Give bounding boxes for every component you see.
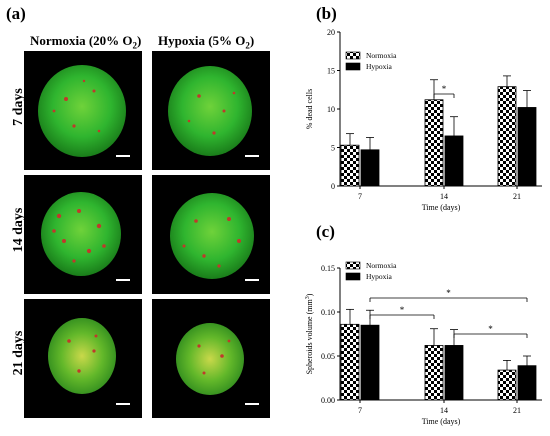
image-hypoxia-14-days [152,175,270,294]
chart-dead-cells: 0 5 10 15 20 % dead cells Time (days) 7 14 21 Norm… [305,28,542,212]
column-header-normoxia: Normoxia (20% O2) [30,33,142,51]
image-normoxia-7-days [24,51,142,170]
panel-a-letter: (a) [6,4,26,23]
y-tick-label: 20 [327,28,335,37]
image-hypoxia-21-days [152,299,270,418]
panel-c-letter: (c) [316,222,335,241]
y-tick-label: 0.05 [321,352,335,361]
image-hypoxia-7-days [152,51,270,170]
legend-label-normoxia: Normoxia [366,261,397,270]
bar-normoxia-14 [424,345,444,401]
x-tick-label: 14 [440,406,448,415]
microscopy-grid [24,51,270,418]
y-tick-label: 5 [331,144,335,153]
x-tick-label: 21 [513,406,521,415]
bar-normoxia-7 [340,144,360,187]
y-tick-label: 15 [327,67,335,76]
x-tick-label: 7 [358,192,362,201]
y-axis-label: Spheroids volume (mm3) [305,293,314,374]
bar-hypoxia-21 [517,107,537,187]
bar-normoxia-14 [424,99,444,187]
x-axis-label: Time (days) [422,203,461,212]
y-tick-label: 0.00 [321,396,335,405]
y-tick-label: 0.10 [321,308,335,317]
legend-swatch-hypoxia [345,62,361,71]
panel-b-letter: (b) [316,4,337,23]
image-normoxia-21-days [24,299,142,418]
significance-star: * [442,84,447,94]
legend-label-hypoxia: Hypoxia [366,62,393,71]
column-header-hypoxia: Hypoxia (5% O2) [158,33,255,51]
bar-hypoxia-14 [444,345,464,401]
significance-star: * [400,305,405,315]
chart-spheroid-volume: 0.00 0.05 0.10 0.15 Spheroids volume (mm3) Ti… [305,261,542,426]
bar-hypoxia-21 [517,365,537,401]
x-axis-label: Time (days) [422,417,461,426]
bar-normoxia-21 [497,369,517,401]
bar-hypoxia-7 [360,149,380,187]
y-tick-label: 0 [331,182,335,191]
x-tick-label: 21 [513,192,521,201]
bar-normoxia-21 [497,86,517,187]
image-normoxia-14-days [24,175,142,294]
y-tick-label: 10 [327,105,335,114]
x-tick-label: 14 [440,192,448,201]
legend-label-normoxia: Normoxia [366,51,397,60]
significance-star: * [488,324,493,334]
legend-swatch-hypoxia [345,272,361,281]
legend-label-hypoxia: Hypoxia [366,272,393,281]
significance-star: * [446,288,451,298]
x-tick-label: 7 [358,406,362,415]
bar-normoxia-7 [340,323,360,401]
bar-hypoxia-14 [444,135,464,187]
bar-hypoxia-7 [360,324,380,401]
legend-swatch-normoxia [345,261,361,270]
y-axis-label: % dead cells [305,89,314,129]
y-tick-label: 0.15 [321,264,335,273]
legend-swatch-normoxia [345,51,361,60]
